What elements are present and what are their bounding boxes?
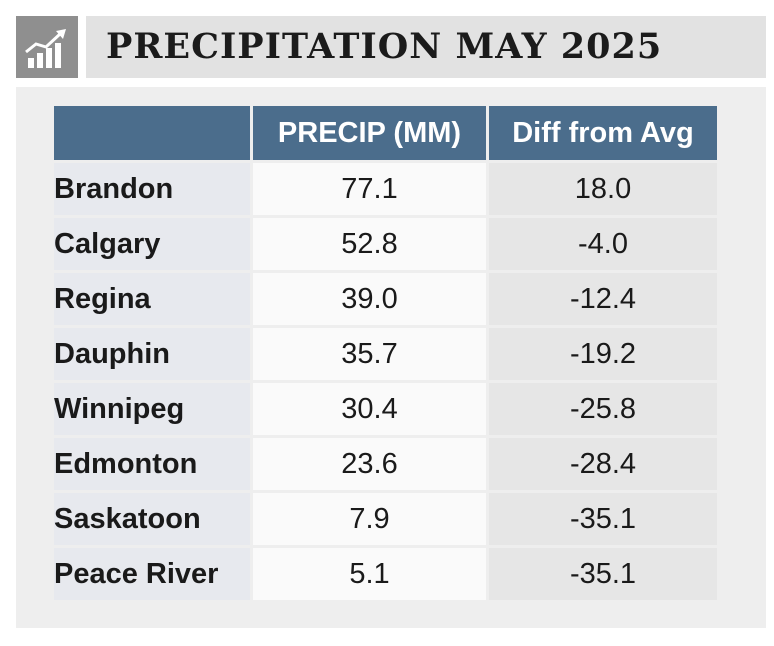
table-row: Calgary 52.8 -4.0	[54, 218, 717, 270]
precip-value-cell: 52.8	[253, 218, 486, 270]
diff-value-cell: -19.2	[489, 328, 717, 380]
diff-value-cell: -35.1	[489, 493, 717, 545]
table-row: Dauphin 35.7 -19.2	[54, 328, 717, 380]
diff-value-cell: 18.0	[489, 163, 717, 215]
table-row: Edmonton 23.6 -28.4	[54, 438, 717, 490]
precip-value-cell: 77.1	[253, 163, 486, 215]
header-row: PRECIP (MM) Diff from Avg	[54, 106, 717, 160]
table-row: Brandon 77.1 18.0	[54, 163, 717, 215]
diff-value-cell: -35.1	[489, 548, 717, 600]
precip-value-cell: 23.6	[253, 438, 486, 490]
city-cell: Regina	[54, 273, 250, 325]
city-cell: Saskatoon	[54, 493, 250, 545]
city-cell: Dauphin	[54, 328, 250, 380]
precipitation-table: PRECIP (MM) Diff from Avg Brandon 77.1 18.…	[51, 103, 720, 603]
diff-value-cell: -25.8	[489, 383, 717, 435]
chart-title: PRECIPITATION MAY 2025	[106, 26, 663, 67]
precip-value-cell: 30.4	[253, 383, 486, 435]
table-row: Regina 39.0 -12.4	[54, 273, 717, 325]
diff-value-cell: -4.0	[489, 218, 717, 270]
table-body: Brandon 77.1 18.0 Calgary 52.8 -4.0 Regina 39.0…	[54, 163, 717, 600]
table-row: Saskatoon 7.9 -35.1	[54, 493, 717, 545]
diff-value-cell: -28.4	[489, 438, 717, 490]
precip-value-cell: 35.7	[253, 328, 486, 380]
city-cell: Peace River	[54, 548, 250, 600]
header-city	[54, 106, 250, 160]
bar-chart-trend-icon	[25, 29, 66, 68]
precip-value-cell: 5.1	[253, 548, 486, 600]
city-cell: Calgary	[54, 218, 250, 270]
table-row: Winnipeg 30.4 -25.8	[54, 383, 717, 435]
title-icon-box	[16, 16, 78, 78]
header-diff: Diff from Avg	[489, 106, 717, 160]
city-cell: Winnipeg	[54, 383, 250, 435]
header-precip: PRECIP (MM)	[253, 106, 486, 160]
city-cell: Edmonton	[54, 438, 250, 490]
city-cell: Brandon	[54, 163, 250, 215]
title-band: PRECIPITATION MAY 2025	[86, 16, 766, 78]
table-panel: PRECIP (MM) Diff from Avg Brandon 77.1 18.…	[16, 87, 766, 628]
table-row: Peace River 5.1 -35.1	[54, 548, 717, 600]
precip-value-cell: 39.0	[253, 273, 486, 325]
precip-value-cell: 7.9	[253, 493, 486, 545]
diff-value-cell: -12.4	[489, 273, 717, 325]
